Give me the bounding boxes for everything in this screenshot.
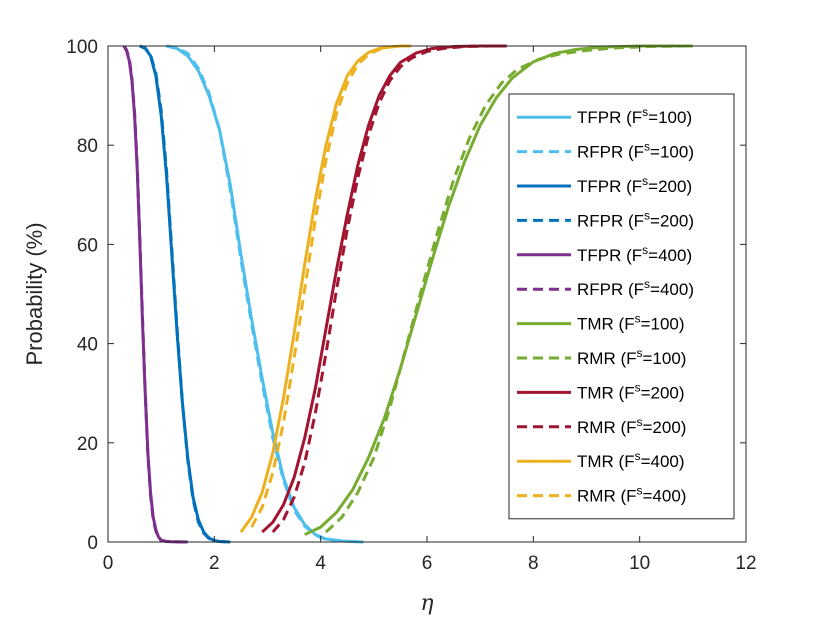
- series-line-3: [139, 44, 231, 544]
- legend-label: TFPR (Fs=400): [577, 243, 692, 265]
- x-tick-label: 4: [315, 553, 326, 574]
- y-tick-label: 60: [77, 235, 98, 256]
- y-tick-label: 80: [77, 136, 98, 157]
- legend-label: RMR (Fs=200): [577, 415, 686, 437]
- legend-label: TMR (Fs=400): [577, 449, 685, 471]
- legend-label: TFPR (Fs=200): [577, 174, 692, 196]
- series-line-2: [166, 44, 364, 544]
- x-tick-label: 10: [629, 553, 650, 574]
- legend-label: RMR (Fs=400): [577, 484, 686, 506]
- legend-label: RFPR (Fs=200): [577, 208, 694, 230]
- legend-label: RFPR (Fs=400): [577, 277, 694, 299]
- x-tick-label: 8: [528, 553, 539, 574]
- y-tick-label: 40: [77, 335, 98, 356]
- legend-label: TFPR (Fs=100): [577, 105, 692, 127]
- x-tick-label: 2: [209, 553, 220, 574]
- series-line-8: [324, 44, 693, 534]
- legend-label: RFPR (Fs=100): [577, 140, 694, 162]
- series-line-7: [304, 44, 693, 536]
- y-tick-label: 20: [77, 434, 98, 455]
- y-axis-label: Probability (%): [22, 222, 47, 365]
- y-tick-label: 0: [87, 533, 98, 554]
- series-line-9: [261, 44, 507, 534]
- x-axis-label: η: [420, 591, 433, 616]
- x-tick-label: 6: [422, 553, 433, 574]
- series-line-12: [250, 44, 412, 528]
- series-line-10: [271, 44, 491, 534]
- legend-label: TMR (Fs=100): [577, 312, 685, 334]
- series-line-6: [122, 45, 188, 544]
- legend-label: RMR (Fs=100): [577, 346, 686, 368]
- series-line-11: [239, 44, 412, 533]
- x-tick-label: 12: [735, 553, 756, 574]
- legend: TFPR (Fs=100) RFPR (Fs=100) TFPR (Fs=200) R…: [508, 93, 735, 520]
- legend-box: [508, 93, 735, 520]
- x-tick-label: 0: [103, 553, 114, 574]
- axes: 0 2 4 6 8 10 12 0 20 40 60 80 100: [66, 37, 756, 574]
- series-lines: [122, 44, 693, 544]
- y-tick-label: 100: [66, 37, 98, 58]
- legend-label: TMR (Fs=200): [577, 380, 685, 402]
